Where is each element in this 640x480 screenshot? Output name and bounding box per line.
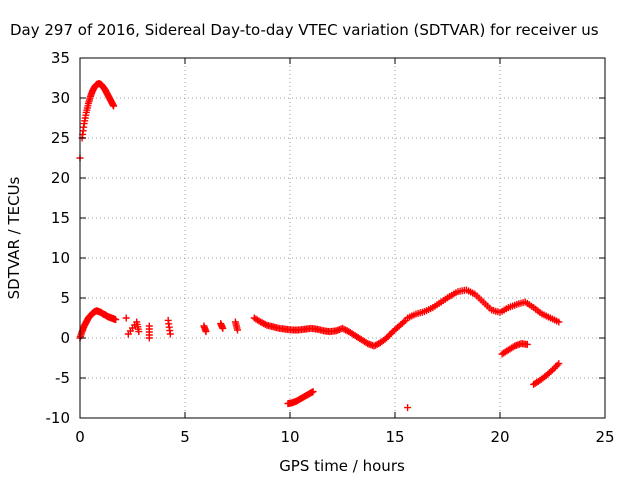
- y-tick-label: 25: [51, 129, 70, 147]
- y-tick-label: 0: [60, 329, 70, 347]
- data-point: [112, 316, 120, 324]
- data-point: [373, 340, 381, 348]
- data-point: [555, 318, 563, 326]
- x-tick-label: 5: [180, 428, 190, 446]
- chart-title: Day 297 of 2016, Sidereal Day-to-day VTE…: [10, 21, 599, 39]
- data-point: [342, 326, 350, 334]
- data-point: [550, 364, 558, 372]
- x-tick-label: 10: [280, 428, 299, 446]
- series-arc-early-high: [76, 80, 118, 162]
- data-point: [549, 366, 556, 374]
- y-tick-label: 30: [51, 89, 70, 107]
- data-point: [384, 332, 392, 340]
- x-tick-label: 20: [490, 428, 509, 446]
- data-point: [309, 388, 317, 396]
- data-point: [122, 314, 130, 322]
- data-points: [76, 80, 563, 412]
- series-arc-low-midday: [284, 388, 317, 408]
- grid: [80, 58, 605, 418]
- data-point: [257, 318, 265, 326]
- data-point: [523, 340, 531, 348]
- series-arc-late-low: [498, 340, 563, 388]
- data-point: [260, 320, 268, 328]
- y-tick-label: 10: [51, 249, 70, 267]
- y-tick-label: -5: [55, 369, 70, 387]
- data-point: [552, 363, 560, 371]
- data-point: [234, 326, 241, 334]
- data-point: [370, 342, 378, 350]
- axis-ticks: 0 5 10 15 20 25 -10 -5 0 5 10 15 20 25 30 35: [46, 49, 615, 446]
- y-axis-label: SDTVAR / TECUs: [5, 176, 23, 299]
- data-point: [404, 404, 412, 412]
- data-point: [400, 318, 408, 326]
- data-point: [166, 330, 174, 338]
- x-tick-label: 15: [385, 428, 404, 446]
- y-tick-label: -10: [46, 409, 71, 427]
- x-axis-label: GPS time / hours: [279, 457, 405, 475]
- y-tick-label: 35: [51, 49, 70, 67]
- y-tick-label: 20: [51, 169, 70, 187]
- data-point: [383, 334, 391, 342]
- data-point: [339, 324, 346, 332]
- series-arc-early-low: [76, 307, 120, 342]
- data-point: [219, 324, 227, 332]
- data-point: [509, 343, 517, 351]
- y-tick-label: 15: [51, 209, 70, 227]
- data-point: [386, 331, 394, 339]
- data-point: [145, 334, 153, 342]
- data-point: [202, 328, 210, 336]
- series-arc-midday: [250, 314, 409, 350]
- x-tick-label: 25: [595, 428, 614, 446]
- data-point: [372, 341, 380, 349]
- data-point: [258, 319, 266, 327]
- series-scattered-early: [122, 314, 241, 342]
- data-point: [340, 325, 348, 333]
- data-point: [135, 328, 143, 336]
- y-tick-label: 5: [60, 289, 70, 307]
- data-point: [555, 360, 563, 368]
- data-point: [261, 320, 269, 328]
- plot-frame: [79, 57, 606, 419]
- x-tick-label: 0: [75, 428, 85, 446]
- series-arc-afternoon: [404, 286, 563, 326]
- data-point: [362, 339, 370, 347]
- data-point: [110, 102, 118, 110]
- series-isolated: [404, 404, 412, 412]
- data-point: [553, 361, 561, 369]
